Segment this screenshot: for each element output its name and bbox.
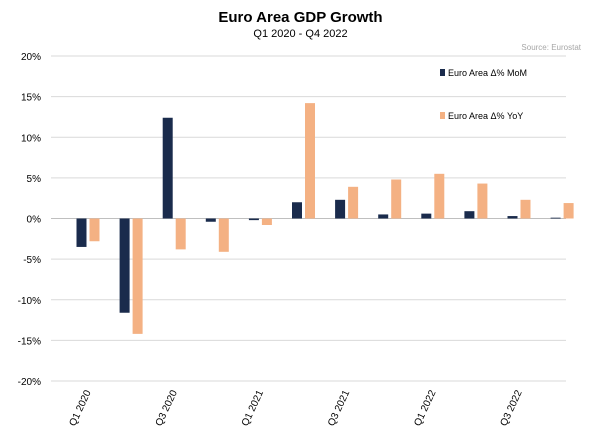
bar-yoy — [132, 218, 143, 334]
bar-yoy — [305, 103, 315, 219]
bar-yoy — [89, 218, 100, 242]
legend-swatch-mom — [440, 69, 445, 76]
x-tick-label: Q3 2021 — [326, 388, 352, 428]
bar-mom — [335, 199, 346, 219]
bar-mom — [550, 217, 561, 219]
y-tick-label: 15% — [21, 93, 41, 104]
bar-mom — [248, 218, 259, 221]
bar-mom — [378, 214, 389, 219]
bar-mom — [205, 218, 216, 222]
bar-mom — [507, 216, 518, 219]
bar-yoy — [563, 203, 574, 219]
bar-mom — [292, 202, 302, 219]
x-tick-label: Q1 2022 — [412, 388, 438, 428]
bar-mom — [162, 117, 173, 219]
y-tick-label: -5% — [23, 255, 41, 266]
bar-yoy — [520, 199, 531, 219]
x-tick-label: Q3 2022 — [499, 388, 525, 428]
y-tick-label: -20% — [18, 377, 41, 388]
bar-mom — [119, 218, 130, 313]
y-tick-label: -10% — [18, 296, 41, 307]
x-tick-label: Q1 2021 — [240, 388, 266, 428]
chart-title: Euro Area GDP Growth — [218, 9, 383, 26]
bar-yoy — [477, 183, 488, 219]
chart-subtitle: Q1 2020 - Q4 2022 — [253, 28, 348, 40]
bar-yoy — [348, 186, 359, 219]
bar-yoy — [391, 179, 402, 219]
legend-swatch-yoy — [440, 112, 445, 119]
y-tick-label: 5% — [27, 174, 42, 185]
y-tick-label: 0% — [27, 215, 42, 226]
bar-yoy — [434, 173, 445, 219]
chart-source: Source: Eurostat — [521, 43, 581, 52]
bar-yoy — [175, 218, 186, 250]
y-tick-label: 20% — [21, 52, 41, 63]
x-tick-label: Q3 2020 — [154, 388, 180, 428]
bar-mom — [464, 211, 475, 219]
y-tick-label: -15% — [18, 336, 41, 347]
y-tick-label: 10% — [21, 133, 41, 144]
bar-mom — [421, 213, 432, 219]
legend-label-yoy: Euro Area Δ% YoY — [448, 111, 523, 121]
bar-mom — [76, 218, 87, 247]
bar-yoy — [218, 218, 229, 252]
x-tick-label: Q1 2020 — [68, 388, 94, 428]
bar-yoy — [261, 218, 272, 225]
legend-label-mom: Euro Area Δ% MoM — [448, 68, 527, 78]
